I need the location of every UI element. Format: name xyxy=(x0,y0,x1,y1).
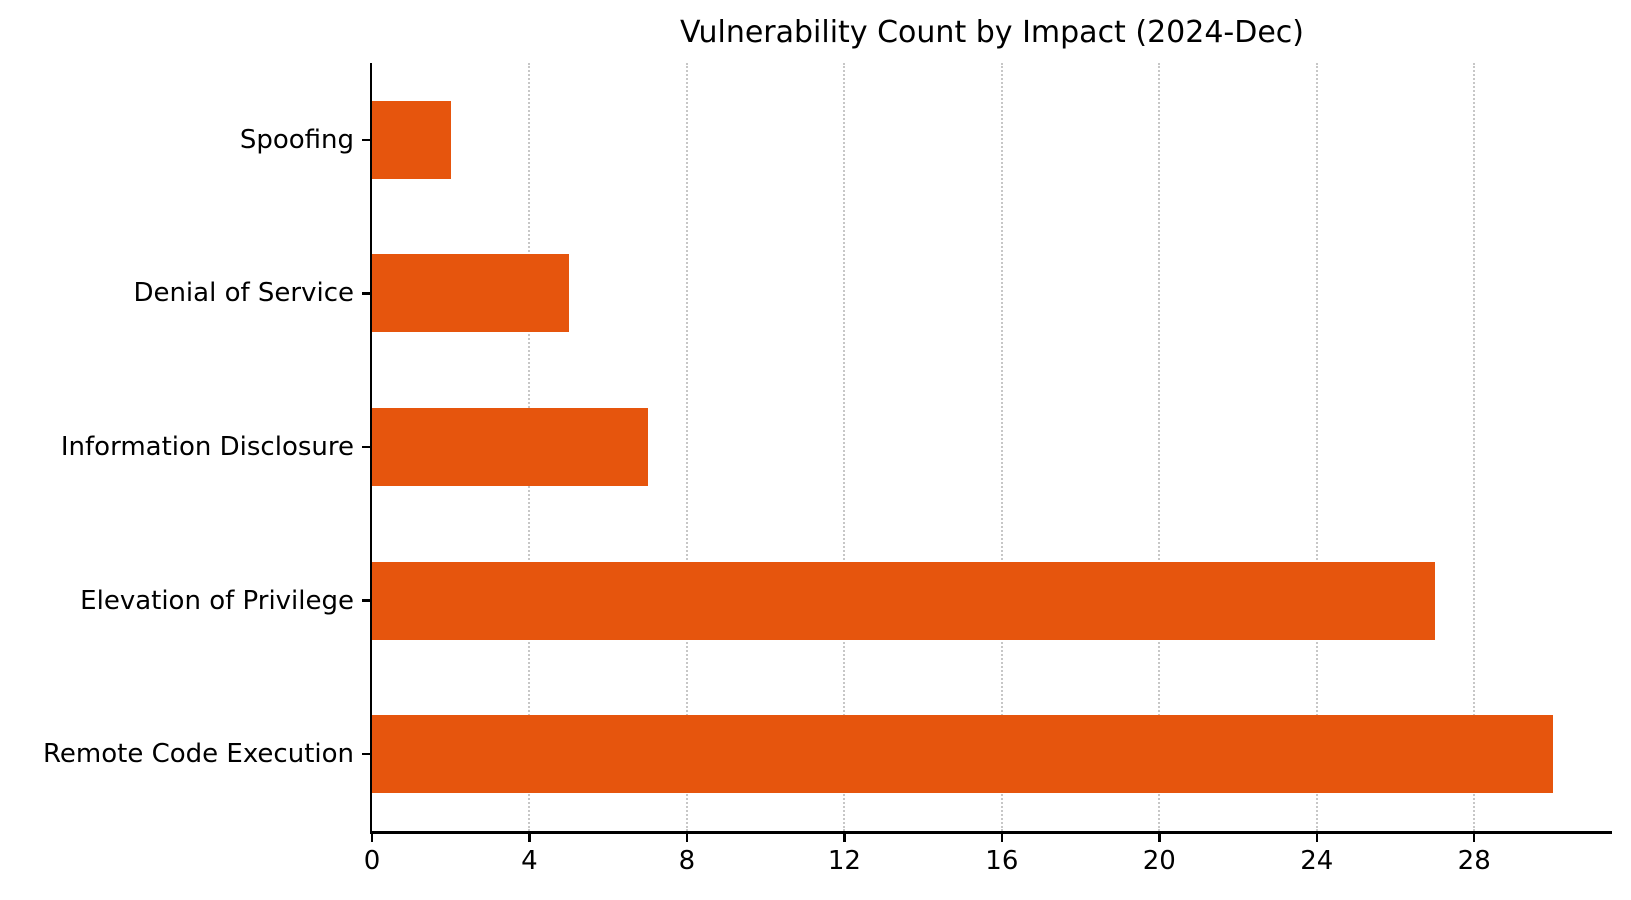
y-tick-mark xyxy=(361,138,370,142)
y-tick-label: Spoofing xyxy=(239,124,354,155)
x-tick-mark xyxy=(1000,833,1004,842)
gridline xyxy=(1473,63,1476,831)
y-tick-mark xyxy=(361,292,370,295)
bar xyxy=(372,561,1435,640)
bar xyxy=(372,100,451,179)
y-axis-spine xyxy=(369,63,372,834)
x-tick-mark xyxy=(528,833,531,842)
chart-title: Vulnerability Count by Impact (2024-Dec) xyxy=(679,15,1304,50)
x-tick-mark xyxy=(1315,833,1318,842)
x-tick-mark xyxy=(843,833,846,842)
y-tick-label: Denial of Service xyxy=(133,278,354,309)
x-tick-label: 0 xyxy=(363,846,381,876)
x-tick-label: 8 xyxy=(678,846,696,876)
y-tick-label: Remote Code Execution xyxy=(43,739,354,770)
x-tick-label: 16 xyxy=(985,846,1019,876)
gridline xyxy=(1158,63,1161,831)
gridline xyxy=(685,63,688,831)
bar xyxy=(372,715,1553,794)
y-tick-mark xyxy=(361,752,370,756)
x-tick-mark xyxy=(1158,833,1161,842)
y-tick-mark xyxy=(361,599,370,602)
x-axis-spine xyxy=(369,831,1612,834)
bar xyxy=(372,254,569,333)
y-tick-label: Information Disclosure xyxy=(60,432,354,462)
x-tick-label: 12 xyxy=(827,846,861,876)
x-tick-mark xyxy=(1472,833,1476,842)
x-tick-label: 4 xyxy=(521,846,538,876)
x-tick-mark xyxy=(685,833,689,842)
x-tick-mark xyxy=(370,833,374,842)
x-tick-label: 24 xyxy=(1300,846,1334,876)
gridline xyxy=(1000,63,1003,831)
bar xyxy=(372,408,648,486)
x-tick-label: 28 xyxy=(1457,846,1491,876)
gridline xyxy=(843,63,846,831)
y-tick-mark xyxy=(361,445,370,449)
gridline xyxy=(1315,63,1318,831)
y-tick-label: Elevation of Privilege xyxy=(80,585,354,616)
x-tick-label: 20 xyxy=(1142,846,1176,876)
